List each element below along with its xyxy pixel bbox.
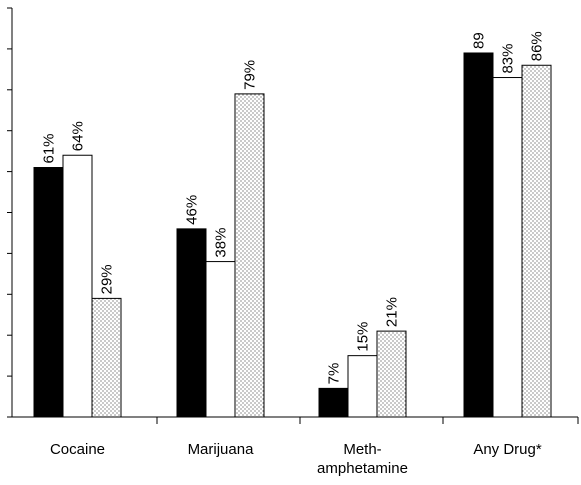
category-label: Any Drug* bbox=[473, 441, 542, 458]
value-labels: 61% 64% 29% 46% 38% 79% 7% 15% 21% 89 83% 86% bbox=[41, 31, 546, 384]
category-label: amphetamine bbox=[317, 460, 408, 477]
series-1-bar bbox=[33, 167, 64, 418]
series-2-bar bbox=[347, 355, 378, 418]
series-2-bar bbox=[62, 154, 93, 418]
bars bbox=[33, 52, 552, 418]
x-axis bbox=[12, 416, 579, 424]
bar-value-label: 83% bbox=[500, 43, 517, 73]
series-1-bar bbox=[176, 228, 207, 418]
category-label: Meth- bbox=[343, 441, 381, 458]
bar-value-label: 15% bbox=[355, 322, 372, 352]
y-axis bbox=[7, 7, 13, 418]
series-2-bar bbox=[205, 261, 236, 418]
bar-value-label: 61% bbox=[41, 133, 58, 163]
bar-value-label: 86% bbox=[529, 31, 546, 61]
series-3-bar bbox=[376, 330, 407, 418]
series-3-bar bbox=[91, 297, 122, 418]
bar-value-label: 7% bbox=[326, 363, 343, 385]
bar-value-label: 64% bbox=[70, 121, 87, 151]
series-2-bar bbox=[492, 77, 523, 418]
series-3-bar bbox=[521, 64, 552, 418]
category-labels: Cocaine Marijuana Meth-amphetamine Any Drug… bbox=[50, 441, 542, 477]
series-1-bar bbox=[318, 387, 349, 418]
bar-value-label: 21% bbox=[384, 297, 401, 327]
category-label: Cocaine bbox=[50, 441, 105, 458]
bar-value-label: 79% bbox=[242, 60, 259, 90]
series-3-bar bbox=[234, 93, 265, 418]
category-label: Marijuana bbox=[188, 441, 255, 458]
bar-value-label: 89 bbox=[471, 32, 488, 49]
bar-value-label: 46% bbox=[184, 195, 201, 225]
series-1-bar bbox=[463, 52, 494, 418]
bar-value-label: 38% bbox=[213, 228, 230, 258]
bar-value-label: 29% bbox=[99, 264, 116, 294]
